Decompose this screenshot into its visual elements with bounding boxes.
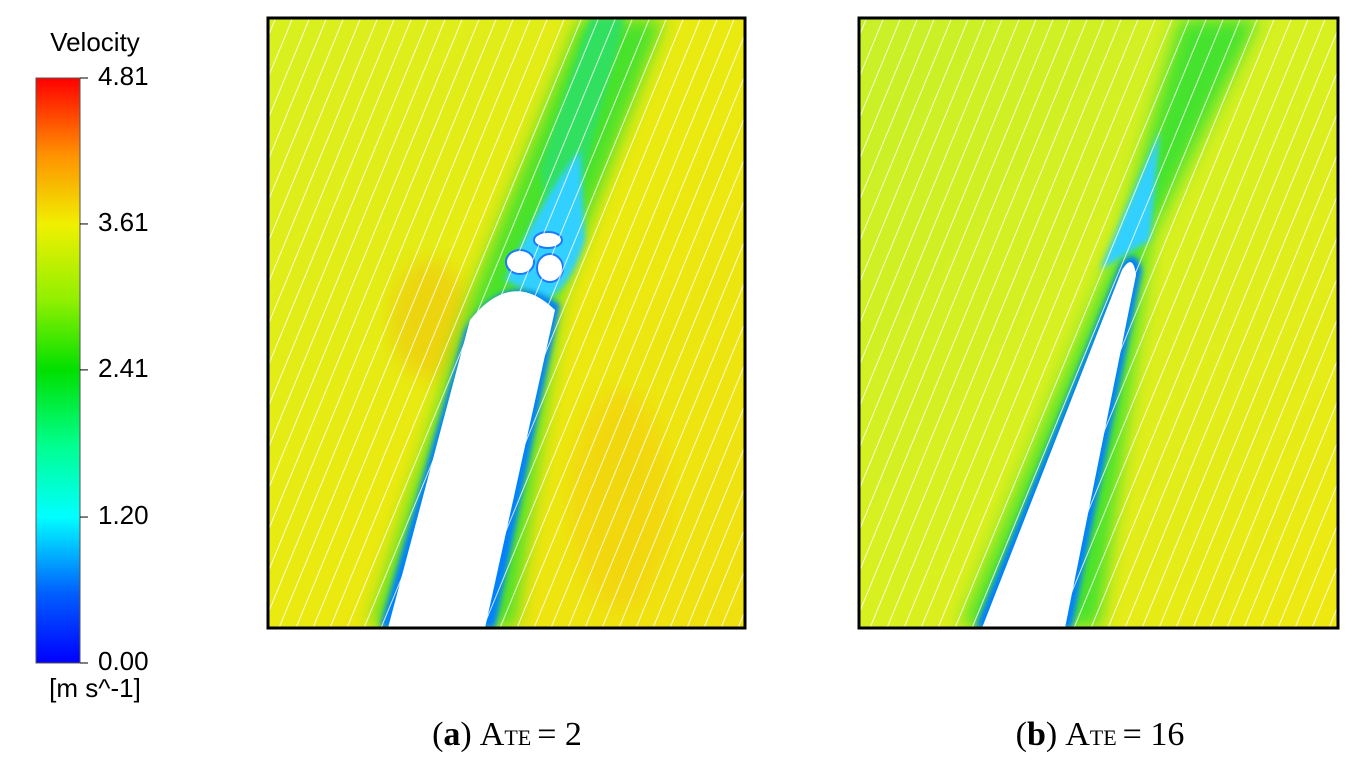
panel-frame	[857, 16, 1340, 630]
caption-part: = 2	[537, 716, 582, 753]
colorbar	[35, 77, 81, 664]
captions: (a) ATE = 2 (b) ATE = 16	[432, 716, 1184, 753]
flow-field-b	[859, 18, 1338, 628]
tick-label: 3.61	[98, 207, 149, 237]
tick-label: 1.20	[98, 500, 149, 530]
tick-label: 4.81	[98, 61, 149, 91]
panel-frame	[266, 16, 747, 630]
colorbar-unit: [m s^-1]	[49, 673, 141, 703]
caption-part: TE	[1090, 725, 1117, 750]
caption-part: (	[432, 716, 443, 753]
flow-field-a	[268, 18, 745, 628]
caption: (b) ATE = 16	[1016, 716, 1185, 753]
caption-part: = 16	[1123, 716, 1185, 753]
caption-part: TE	[504, 725, 531, 750]
caption-part: b	[1027, 716, 1046, 753]
caption-part: a	[443, 716, 460, 753]
tick-label: 0.00	[98, 646, 149, 676]
caption-part: A	[480, 716, 505, 753]
tick-label: 2.41	[98, 353, 149, 383]
caption-part: A	[1065, 716, 1090, 753]
caption-part: )	[460, 716, 471, 753]
caption-part: )	[1046, 716, 1057, 753]
colorbar-title: Velocity	[50, 27, 140, 57]
caption-part: (	[1016, 716, 1027, 753]
caption: (a) ATE = 2	[432, 716, 582, 753]
colorbar-ticks: 4.81 3.61 2.41 1.20 0.00	[80, 61, 149, 676]
